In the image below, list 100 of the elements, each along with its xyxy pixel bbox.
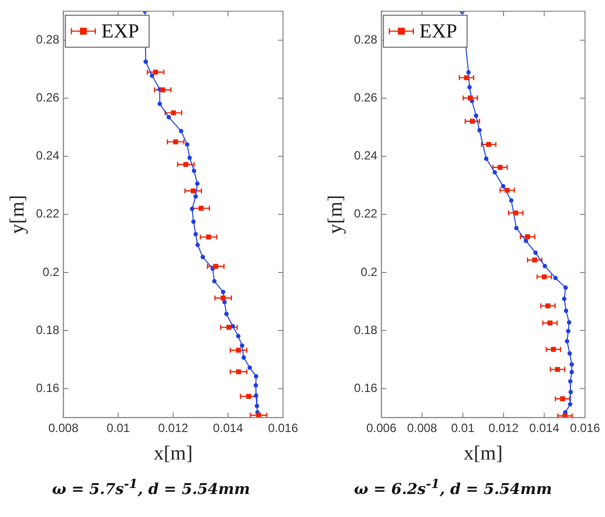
x-tick-label: 0.008 bbox=[407, 421, 438, 436]
point bbox=[500, 184, 506, 188]
point bbox=[158, 102, 162, 106]
point bbox=[555, 366, 560, 372]
point bbox=[542, 264, 548, 268]
point bbox=[486, 142, 492, 147]
x-tick-label: 0.014 bbox=[529, 421, 560, 436]
point bbox=[236, 369, 241, 374]
text: ω = 5.7s$^{-1}$, d = 5.54mm bbox=[51, 476, 251, 498]
x-tick-label: 0.006 bbox=[366, 421, 397, 436]
y-tick-label: 0.18 bbox=[36, 322, 60, 337]
point bbox=[150, 73, 154, 78]
point bbox=[477, 128, 482, 132]
point bbox=[206, 234, 212, 240]
x-tick-label: 0.016 bbox=[570, 421, 600, 436]
point bbox=[514, 226, 519, 230]
point bbox=[166, 114, 171, 120]
point bbox=[467, 85, 472, 90]
y-tick-label: 0.2 bbox=[360, 264, 378, 279]
x-tick-label: 0.01 bbox=[451, 421, 475, 436]
point bbox=[563, 285, 568, 290]
x-tick-label: 0.01 bbox=[106, 421, 130, 436]
point bbox=[553, 276, 558, 280]
point bbox=[568, 402, 572, 406]
point bbox=[570, 370, 574, 374]
point bbox=[191, 219, 196, 224]
x-tick-label: 0.016 bbox=[268, 421, 298, 436]
point bbox=[220, 290, 226, 294]
point bbox=[468, 96, 473, 100]
y-tick-label: 0.24 bbox=[36, 148, 60, 163]
point bbox=[254, 374, 258, 379]
y-tick-label: 0.26 bbox=[354, 90, 378, 105]
point bbox=[564, 339, 570, 344]
x-tick-label: 0.008 bbox=[48, 421, 79, 436]
point bbox=[550, 346, 556, 352]
point bbox=[542, 274, 547, 280]
point bbox=[240, 343, 244, 348]
point bbox=[220, 296, 226, 300]
legend-label: EXP bbox=[101, 20, 140, 42]
point bbox=[192, 168, 196, 174]
point bbox=[568, 379, 573, 384]
point bbox=[213, 264, 218, 269]
point bbox=[566, 320, 572, 325]
point bbox=[195, 242, 200, 248]
point bbox=[190, 188, 196, 194]
x-tick-label: 0.012 bbox=[488, 421, 519, 436]
point bbox=[144, 60, 148, 64]
point bbox=[224, 312, 229, 316]
x-tick-label: 0.014 bbox=[213, 421, 244, 436]
point bbox=[226, 324, 232, 330]
y-tick-label: 0.26 bbox=[36, 90, 60, 105]
point bbox=[236, 348, 241, 353]
point bbox=[246, 394, 252, 399]
point bbox=[190, 206, 194, 212]
y-axis-title: y[m] bbox=[6, 194, 28, 234]
point bbox=[464, 75, 469, 80]
point bbox=[568, 351, 572, 356]
y-tick-label: 0.18 bbox=[354, 322, 378, 337]
point bbox=[198, 206, 204, 211]
point bbox=[254, 404, 260, 408]
point bbox=[184, 142, 190, 147]
point bbox=[183, 162, 188, 167]
point bbox=[173, 139, 178, 144]
point bbox=[524, 238, 528, 244]
point bbox=[195, 181, 200, 186]
y-axis-title: y[m] bbox=[324, 194, 346, 234]
point bbox=[193, 194, 198, 199]
x-tick-label: 0.012 bbox=[158, 421, 189, 436]
point bbox=[492, 170, 497, 175]
y-tick-label: 0.2 bbox=[42, 264, 60, 279]
x-axis-title: x[m] bbox=[154, 442, 193, 464]
point bbox=[242, 355, 246, 360]
point bbox=[532, 258, 538, 262]
point bbox=[484, 156, 488, 161]
point bbox=[178, 128, 184, 134]
point bbox=[566, 328, 570, 334]
x-axis-title: x[m] bbox=[464, 442, 503, 464]
y-tick-label: 0.28 bbox=[36, 32, 60, 47]
point bbox=[570, 362, 574, 367]
point bbox=[466, 70, 471, 75]
point bbox=[562, 296, 566, 302]
text: ω = 6.2s$^{-1}$, d = 5.54mm bbox=[353, 476, 553, 498]
y-tick-label: 0.24 bbox=[354, 148, 378, 163]
y-tick-label: 0.16 bbox=[354, 380, 378, 395]
point bbox=[254, 383, 258, 388]
point bbox=[525, 234, 530, 240]
point bbox=[470, 118, 475, 124]
point bbox=[193, 232, 198, 236]
point bbox=[170, 110, 176, 116]
point bbox=[545, 303, 550, 308]
point bbox=[498, 164, 503, 170]
y-tick-label: 0.22 bbox=[354, 206, 378, 221]
y-tick-label: 0.22 bbox=[36, 206, 60, 221]
point bbox=[547, 320, 552, 326]
point bbox=[504, 188, 510, 193]
y-tick-label: 0.28 bbox=[354, 32, 378, 47]
legend-label: EXP bbox=[419, 20, 458, 42]
point bbox=[509, 198, 514, 203]
point bbox=[236, 334, 240, 338]
point bbox=[513, 210, 518, 216]
